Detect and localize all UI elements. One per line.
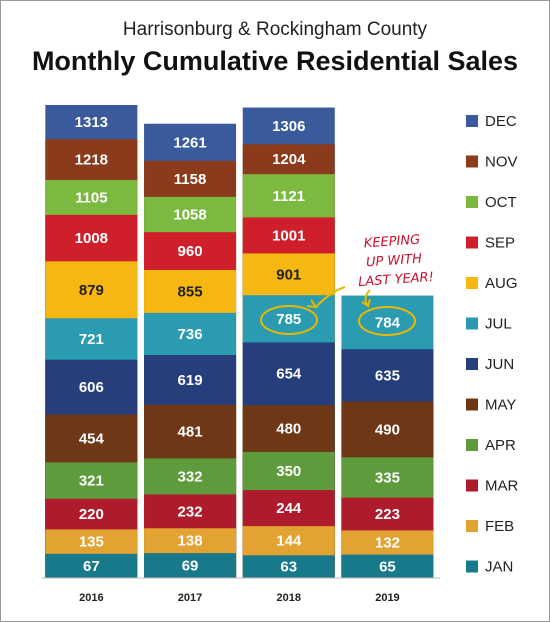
x-tick-label: 2016: [79, 592, 103, 604]
chart-subtitle: Harrisonburg & Rockingham County: [123, 19, 428, 40]
annotation-line: KEEPING: [363, 233, 420, 252]
value-label: 223: [375, 506, 400, 523]
value-label: 654: [276, 366, 302, 383]
value-label: 619: [178, 372, 203, 389]
value-label: 960: [178, 243, 203, 260]
annotation-line: UP WITH: [366, 252, 423, 271]
bar: [242, 555, 335, 578]
value-label: 490: [375, 421, 400, 438]
value-label: 350: [276, 463, 301, 480]
value-label: 232: [178, 503, 203, 520]
legend-swatch: [466, 236, 478, 249]
value-label: 1105: [75, 189, 108, 206]
legend-swatch: [466, 115, 478, 127]
value-label: 1008: [75, 230, 108, 247]
legend-label: FEB: [485, 518, 514, 535]
value-label: 454: [79, 430, 105, 447]
bar: [45, 553, 138, 578]
value-label: 901: [276, 266, 301, 283]
value-label: 220: [79, 506, 104, 523]
legend-label: JAN: [485, 558, 513, 575]
value-label: 1204: [272, 151, 306, 168]
legend-label: JUN: [485, 356, 514, 373]
value-label: 721: [79, 331, 104, 348]
legend-label: OCT: [485, 194, 517, 211]
circle: [358, 306, 416, 336]
bar: [341, 554, 434, 578]
legend-swatch: [466, 358, 478, 370]
value-label: 132: [375, 534, 400, 551]
value-label: 244: [276, 500, 302, 517]
value-label: 1313: [75, 114, 108, 131]
legend-label: SEP: [485, 234, 515, 251]
value-label: 67: [83, 558, 100, 575]
legend-label: MAR: [485, 477, 519, 494]
legend-label: DEC: [485, 113, 517, 130]
value-label: 69: [182, 558, 199, 575]
bar: [144, 553, 237, 578]
legend-swatch: [466, 155, 478, 168]
legend-swatch: [466, 317, 478, 330]
value-label: 1058: [173, 206, 206, 223]
legend-swatch: [466, 277, 478, 289]
legend-label: JUL: [485, 315, 512, 332]
legend-label: MAY: [485, 396, 516, 413]
value-label: 855: [178, 283, 203, 300]
annotation-line: LAST YEAR!: [358, 270, 435, 290]
x-tick-label: 2017: [178, 592, 202, 604]
arrow: [315, 286, 346, 308]
value-label: 736: [178, 326, 203, 343]
value-label: 1121: [272, 188, 305, 205]
legend-swatch: [466, 196, 478, 208]
value-label: 879: [79, 282, 104, 299]
value-label: 321: [79, 473, 104, 490]
legend-label: NOV: [485, 153, 518, 170]
value-label: 65: [379, 558, 396, 575]
x-tick-label: 2018: [277, 592, 301, 604]
value-label: 335: [375, 469, 400, 486]
arrow-head: [361, 298, 371, 308]
value-label: 1261: [173, 134, 206, 151]
chart-title: Monthly Cumulative Residential Sales: [32, 46, 518, 76]
value-label: 138: [178, 533, 203, 550]
legend-swatch: [466, 520, 478, 532]
legend-label: AUG: [485, 275, 518, 292]
value-label: 480: [276, 420, 301, 437]
value-label: 785: [276, 311, 301, 328]
legend-swatch: [466, 560, 478, 573]
highlight: [260, 286, 416, 336]
value-label: 135: [79, 534, 104, 551]
legend-swatch: [466, 439, 478, 451]
value-label: 1306: [272, 118, 305, 135]
value-label: 606: [79, 379, 104, 396]
circle: [260, 305, 318, 335]
value-label: 1218: [75, 152, 108, 169]
value-label: 481: [178, 424, 203, 441]
value-label: 1158: [174, 171, 207, 188]
legend-label: APR: [485, 437, 516, 454]
legend-swatch: [466, 398, 478, 411]
value-label: 635: [375, 367, 400, 384]
x-tick-label: 2019: [375, 592, 399, 604]
value-label: 784: [375, 314, 401, 331]
arrow-head: [306, 299, 319, 309]
value-label: 1001: [272, 227, 305, 244]
value-label: 63: [280, 559, 297, 576]
legend-swatch: [466, 479, 478, 492]
plot: 67 69 63 65 135 138 144 132 220 232 244 223 321 332 35…: [45, 105, 434, 579]
value-label: 144: [276, 533, 302, 550]
value-label: 332: [178, 468, 203, 485]
